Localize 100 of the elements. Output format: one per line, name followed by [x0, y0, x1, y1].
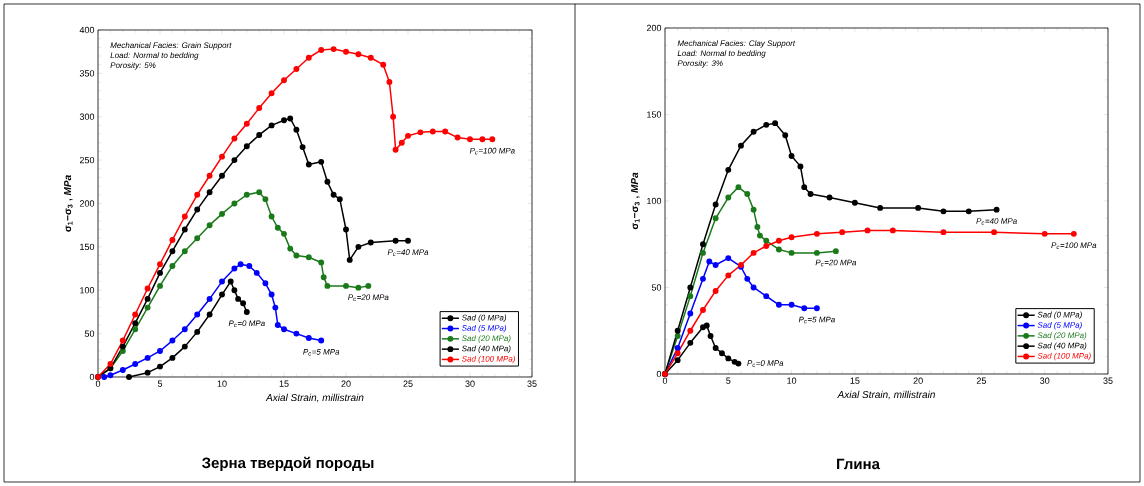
x-tick-label: 30: [465, 380, 475, 387]
point: [231, 157, 238, 164]
y-axis-title: σ$_{1}$−σ$_{3}$ , MPa: [631, 172, 640, 230]
point: [788, 153, 795, 159]
point: [864, 227, 871, 234]
point: [991, 229, 998, 236]
point: [744, 191, 751, 198]
annotation: P$_{c}$=0 MPa: [228, 320, 265, 328]
point: [1070, 230, 1077, 237]
point: [219, 172, 225, 179]
y-tick-label: 150: [647, 111, 662, 118]
point: [107, 361, 114, 367]
point: [256, 105, 263, 112]
point: [719, 350, 725, 357]
point: [305, 254, 312, 261]
point: [343, 226, 349, 233]
x-axis-title: Axial Strain, millistrain: [265, 393, 364, 403]
point: [788, 249, 795, 256]
annotation: P$_{c}$=5 MPa: [798, 316, 835, 324]
legend-label: Sad (100 MPa): [1037, 352, 1091, 361]
point: [324, 178, 331, 185]
annotation: P$_{c}$=20 MPa: [815, 259, 857, 267]
point: [707, 332, 714, 339]
point: [674, 350, 681, 357]
x-tick-label: 15: [850, 377, 860, 384]
point: [119, 337, 126, 344]
point: [219, 291, 225, 298]
point: [712, 262, 719, 268]
point: [763, 121, 770, 128]
point: [246, 263, 253, 269]
point: [281, 326, 287, 333]
point: [756, 232, 763, 239]
point: [169, 337, 176, 344]
x-tick-label: 35: [527, 380, 537, 387]
point: [813, 230, 820, 237]
point: [272, 304, 279, 311]
point: [725, 166, 732, 173]
point: [235, 295, 242, 302]
point: [101, 374, 108, 380]
point: [243, 120, 250, 127]
point: [268, 122, 275, 129]
point: [324, 282, 331, 289]
y-axis-title: σ$_{1}$−σ$_{3}$ , MPa: [64, 175, 73, 232]
annotation: Mechanical Facies: Clay Support: [677, 40, 796, 48]
legend-label: Sad (40 MPa): [1037, 342, 1087, 350]
point: [772, 120, 779, 127]
point: [330, 191, 337, 198]
point: [813, 249, 820, 256]
point: [219, 278, 225, 285]
point: [851, 199, 858, 206]
point: [219, 210, 225, 217]
point: [750, 284, 757, 291]
point: [243, 191, 250, 198]
point: [782, 132, 789, 139]
x-tick-label: 0: [95, 380, 101, 387]
point: [336, 196, 343, 203]
legend-label: Sad (20 MPa): [461, 335, 511, 343]
legend-label: Sad (100 MPa): [461, 355, 515, 364]
point: [355, 51, 362, 58]
point: [700, 275, 706, 282]
point: [287, 245, 294, 252]
point: [390, 113, 397, 120]
point: [281, 77, 287, 84]
legend-label: Sad (0 MPa): [461, 314, 507, 323]
x-tick-label: 15: [279, 380, 289, 387]
x-tick-label: 25: [976, 377, 987, 384]
point: [206, 311, 213, 318]
point: [674, 357, 681, 364]
point: [965, 208, 972, 215]
point: [268, 213, 275, 220]
point: [132, 326, 139, 333]
point: [813, 305, 820, 312]
point: [346, 256, 353, 263]
point: [467, 136, 473, 143]
point: [181, 343, 188, 350]
point: [807, 191, 814, 198]
point: [231, 265, 238, 272]
x-axis-title: Axial Strain, millistrain: [837, 390, 935, 400]
point: [763, 243, 770, 249]
point: [712, 201, 719, 208]
point: [735, 360, 742, 367]
point: [305, 161, 312, 168]
annotation: Load: Normal to bedding: [677, 50, 766, 58]
point: [775, 246, 782, 253]
point: [231, 200, 238, 207]
point: [712, 288, 719, 294]
text: Глина: [837, 458, 881, 470]
point: [144, 295, 151, 302]
annotation: P$_{c}$=100 MPa: [469, 147, 515, 155]
point: [206, 189, 213, 196]
point: [940, 229, 947, 236]
y-tick-label: 100: [80, 287, 95, 294]
point: [386, 79, 393, 85]
point: [262, 280, 269, 287]
point: [299, 144, 306, 151]
point: [305, 335, 312, 341]
x-tick-label: 10: [217, 380, 227, 387]
point: [293, 66, 300, 72]
point: [274, 321, 281, 328]
point: [253, 269, 260, 276]
